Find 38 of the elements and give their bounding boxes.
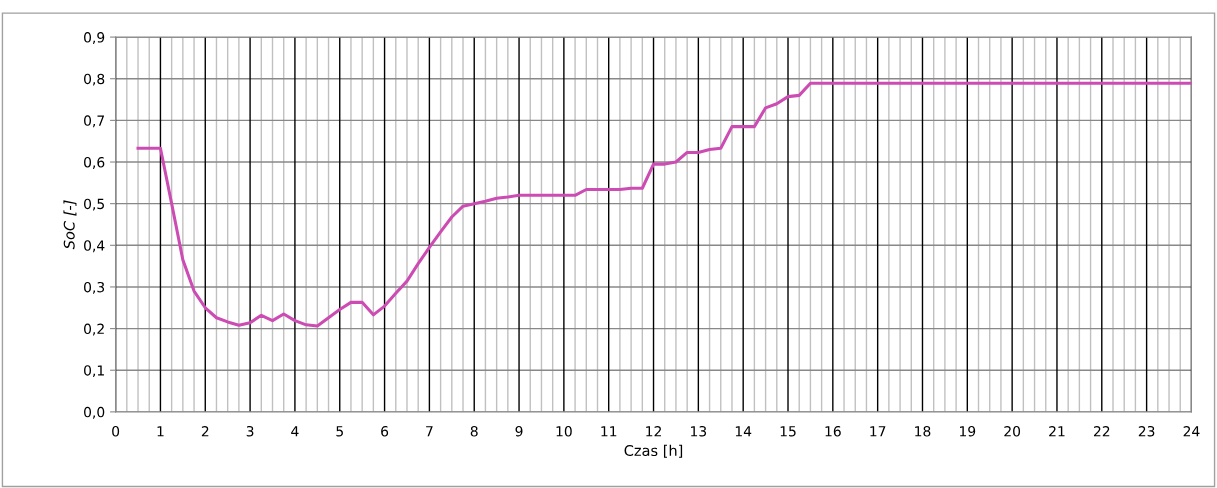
- x-tick-label: 12: [646, 426, 661, 437]
- x-tick-label: 18: [915, 426, 931, 437]
- x-tick-label: 15: [780, 426, 796, 437]
- y-tick-label: 0,9: [84, 32, 105, 44]
- x-tick-label: 8: [470, 426, 478, 437]
- x-tick-label: 4: [291, 426, 299, 437]
- y-axis-title: SoC [-]: [63, 200, 77, 250]
- x-tick-label: 22: [1093, 426, 1110, 437]
- y-tick-label: 0,5: [84, 198, 104, 211]
- y-tick-label: 0,2: [84, 323, 104, 336]
- x-tick-label: 3: [246, 426, 254, 437]
- x-tick-label: 10: [556, 426, 572, 437]
- y-tick-label: 0,1: [84, 365, 104, 378]
- x-tick-label: 13: [691, 426, 707, 437]
- x-tick-label: 11: [601, 426, 617, 437]
- x-tick-label: 2: [201, 426, 209, 437]
- x-tick-label: 14: [735, 426, 752, 437]
- x-tick-label: 21: [1049, 426, 1065, 437]
- x-tick-label: 0: [112, 426, 120, 437]
- y-tick-label: 0,6: [84, 156, 105, 169]
- y-tick-label: 0,3: [84, 281, 105, 294]
- y-tick-label: 0,7: [84, 115, 105, 128]
- x-tick-label: 16: [825, 426, 841, 437]
- x-tick-label: 24: [1183, 426, 1200, 437]
- x-tick-label: 23: [1138, 426, 1155, 437]
- x-tick-label: 7: [426, 426, 433, 437]
- x-tick-label: 20: [1004, 426, 1021, 437]
- x-tick-label: 6: [381, 426, 389, 437]
- x-tick-label: 9: [515, 426, 523, 437]
- y-tick-label: 0,8: [84, 73, 105, 86]
- line-series: [136, 81, 1192, 328]
- x-tick-label: 19: [960, 426, 976, 437]
- x-axis-title: Czas [h]: [624, 444, 683, 458]
- x-tick-label: 1: [157, 426, 164, 437]
- x-tick-label: 17: [870, 426, 886, 437]
- y-tick-label: 0,4: [84, 240, 105, 253]
- y-tick-label: 0,0: [84, 406, 105, 419]
- x-tick-label: 5: [336, 426, 343, 437]
